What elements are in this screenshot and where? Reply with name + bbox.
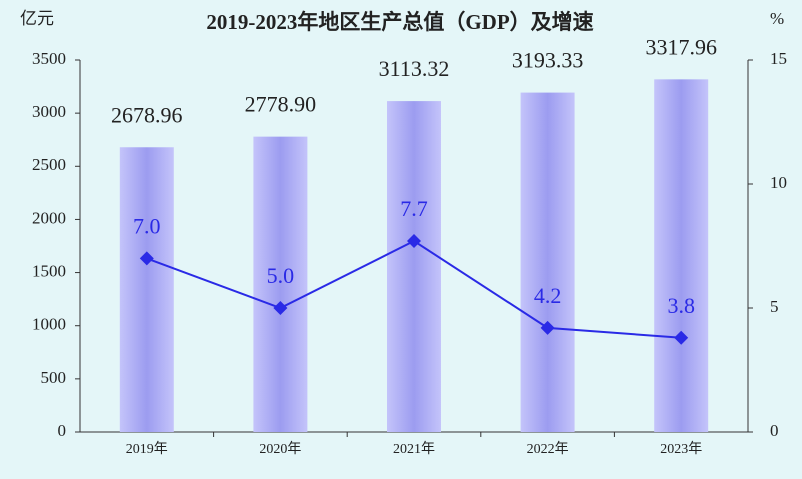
y-tick-label: 0 (58, 421, 67, 440)
bar-value-label: 3193.33 (512, 48, 584, 73)
line-value-label: 7.7 (400, 196, 428, 221)
line-marker (273, 301, 288, 315)
bar (654, 79, 709, 432)
x-tick-label: 2022年 (527, 441, 569, 457)
bar-value-label: 3317.96 (645, 34, 717, 59)
x-tick-label: 2019年 (126, 441, 168, 457)
bar (387, 101, 441, 432)
bar (520, 92, 575, 433)
line-marker (540, 320, 555, 335)
line-value-label: 4.2 (534, 283, 562, 308)
x-tick-label: 2023年 (660, 441, 702, 457)
line-marker (139, 251, 154, 266)
bar-value-label: 3113.32 (379, 56, 450, 81)
y2-tick-label: 10 (770, 173, 787, 192)
bar-value-label: 2678.96 (111, 102, 183, 127)
x-tick-label: 2020年 (259, 441, 301, 457)
line-value-label: 7.0 (133, 213, 161, 238)
line-value-label: 5.0 (267, 263, 295, 288)
bar (253, 136, 308, 432)
x-tick-label: 2021年 (393, 441, 435, 457)
line-value-label: 3.8 (667, 293, 695, 318)
y-tick-label: 3500 (32, 49, 66, 68)
line-marker (407, 234, 421, 249)
chart-title: 2019-2023年地区生产总值（GDP）及增速 (206, 10, 593, 34)
y-tick-label: 1000 (32, 315, 66, 334)
y2-axis-unit: % (770, 9, 784, 28)
y2-tick-label: 15 (770, 49, 787, 68)
y2-tick-label: 0 (770, 421, 779, 440)
y-tick-label: 1500 (32, 261, 66, 280)
y-tick-label: 2500 (32, 155, 66, 174)
y-tick-label: 3000 (32, 102, 66, 121)
bar-value-label: 2778.90 (245, 92, 317, 117)
bar (119, 147, 174, 432)
y-tick-label: 500 (41, 368, 67, 387)
line-marker (674, 330, 689, 345)
y2-tick-label: 5 (770, 297, 779, 316)
y-axis-unit: 亿元 (20, 9, 54, 28)
y-tick-label: 2000 (32, 208, 66, 227)
